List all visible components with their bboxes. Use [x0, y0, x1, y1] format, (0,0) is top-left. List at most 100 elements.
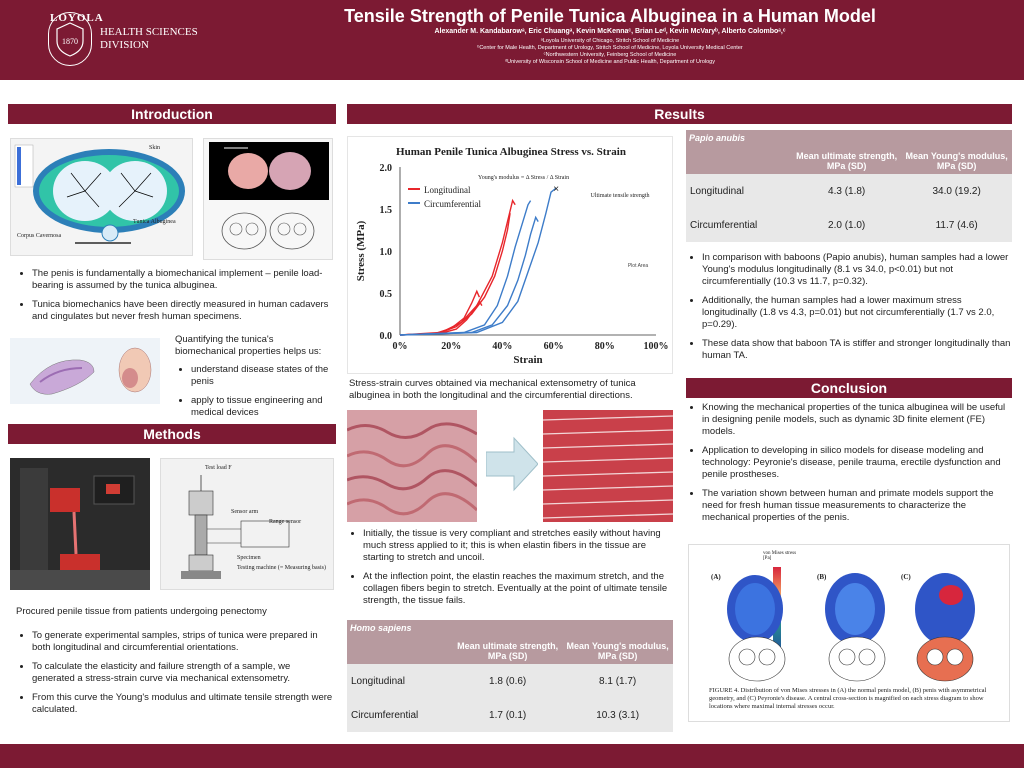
chart-caption: Stress-strain curves obtained via mechan… [349, 378, 636, 401]
stress-strain-chart: Human Penile Tunica Albuginea Stress vs.… [347, 136, 673, 374]
list-item: understand disease states of the penis [191, 364, 335, 388]
introduction-heading: Introduction [8, 104, 336, 124]
results-heading: Results [347, 104, 1012, 124]
label-testing-machine: Testing machine (= Measuring basis) [237, 565, 326, 571]
label-tunica: Tunica Albuginea [133, 219, 176, 225]
x-tick-label: 20% [441, 341, 461, 352]
list-item: From this curve the Young's modulus and … [32, 692, 334, 716]
annotation-plot-area: Plot Area [628, 263, 649, 269]
list-item: Application to developing in silico mode… [702, 445, 1012, 481]
series-line-longitudinal [399, 213, 511, 336]
testing-machine-diagram: Test load F Sensor arm Range sensor Spec… [160, 458, 334, 590]
loyola-seal-icon: 1870 [48, 12, 92, 66]
y-tick-label: 1.0 [380, 247, 393, 258]
list-item: To calculate the elasticity and failure … [32, 661, 334, 685]
x-tick-label: 80% [595, 341, 615, 352]
series-line-circumferential [399, 187, 557, 336]
list-item: The variation shown between human and pr… [702, 488, 1012, 524]
list-item: To generate experimental samples, strips… [32, 630, 334, 654]
x-tick-label: 40% [492, 341, 512, 352]
stress-strain-plot: Human Penile Tunica Albuginea Stress vs.… [355, 146, 669, 366]
table-species: Homo sapiens [347, 620, 453, 664]
list-item: apply to tissue engineering and medical … [191, 395, 335, 419]
intro-bullets: The penis is fundamentally a biomechanic… [16, 268, 334, 330]
x-tick-label: 100% [644, 341, 669, 352]
anatomy-illustration [10, 338, 160, 404]
panel-label: (C) [901, 573, 911, 581]
affiliation: ᶜNorthwestern University, Feinberg Schoo… [543, 52, 677, 58]
svg-text:1870: 1870 [62, 37, 78, 46]
extensometer-photo [10, 458, 150, 590]
affiliation: ᵃLoyola University of Chicago, Stritch S… [540, 38, 680, 44]
list-item: Knowing the mechanical properties of the… [702, 402, 1012, 438]
legend-entry: Longitudinal [424, 185, 471, 195]
label-corpus-cavernosa: Corpus Cavernosa [17, 233, 62, 239]
fe-stress-figure: (A) (B) (C) von Mises stress [Pa] FIGURE… [688, 544, 1010, 722]
panel-label: (B) [817, 573, 827, 581]
label-skin: Skin [149, 145, 161, 151]
conclusion-heading: Conclusion [686, 378, 1012, 398]
label-test-load: Test load F [205, 465, 232, 471]
methods-bullets: To generate experimental samples, strips… [16, 630, 334, 723]
uts-marker: × [553, 184, 559, 195]
table-row: Circumferential 1.7 (0.1) 10.3 (3.1) [347, 698, 673, 732]
y-tick-label: 2.0 [380, 163, 393, 174]
annotation-uts: Ultimate tensile strength [591, 193, 650, 199]
conclusion-bullets: Knowing the mechanical properties of the… [686, 402, 1012, 531]
column-header: Mean ultimate strength, MPa (SD) [453, 620, 563, 664]
list-item: Initially, the tissue is very compliant … [363, 528, 673, 564]
tissue-bullets: Initially, the tissue is very compliant … [347, 528, 673, 614]
column-header: Mean Young's modulus, MPa (SD) [562, 620, 673, 664]
legend-entry: Circumferential [424, 199, 481, 209]
human-table: Homo sapiens Mean ultimate strength, MPa… [347, 620, 673, 732]
chart-title: Human Penile Tunica Albuginea Stress vs.… [396, 146, 626, 158]
series-line-circumferential [399, 215, 539, 336]
methods-lead: Procured penile tissue from patients und… [16, 606, 267, 617]
x-axis-label: Strain [513, 354, 542, 366]
quantifying-block: Quantifying the tunica's biomechanical p… [175, 334, 335, 426]
table-row: Longitudinal 4.3 (1.8) 34.0 (19.2) [686, 174, 1012, 208]
logo-division: HEALTH SCIENCES DIVISION [100, 26, 198, 51]
stress-legend-title: von Mises stress [Pa] [763, 551, 797, 561]
list-item: These data show that baboon TA is stiffe… [702, 338, 1012, 362]
y-axis-label: Stress (MPa) [355, 220, 367, 281]
x-tick-label: 0% [393, 341, 408, 352]
fe-cross-section-figure: Skin Tunica Albuginea Corpus Cavernosa [10, 138, 193, 256]
list-item: The penis is fundamentally a biomechanic… [32, 268, 334, 292]
tissue-histology-after [542, 410, 674, 522]
affiliation: ᵇCenter for Male Health, Department of U… [477, 45, 743, 51]
y-tick-label: 0.5 [380, 289, 393, 300]
label-sensor-arm: Sensor arm [231, 509, 259, 515]
methods-heading: Methods [8, 424, 336, 444]
annotation-youngs-modulus: Young's modulus = Δ Stress / Δ Strain [478, 175, 569, 181]
series-line-circumferential [399, 200, 532, 336]
list-item: In comparison with baboons (Papio anubis… [702, 252, 1012, 288]
loyola-logo: 1870 LOYOLA HEALTH SCIENCES DIVISION [48, 12, 208, 68]
table-row: Longitudinal 1.8 (0.6) 8.1 (1.7) [347, 664, 673, 698]
fe-figure-caption: FIGURE 4. Distribution of von Mises stre… [709, 687, 987, 710]
logo-university: LOYOLA [50, 12, 104, 24]
x-tick-label: 60% [544, 341, 564, 352]
tissue-histology-before [346, 410, 479, 522]
series-line-longitudinal [399, 289, 481, 336]
tissue-photo-figure [203, 138, 333, 260]
table-row: Circumferential 2.0 (1.0) 11.7 (4.6) [686, 208, 1012, 242]
y-tick-label: 1.5 [380, 205, 393, 216]
label-range-sensor: Range sensor [269, 519, 302, 525]
y-tick-label: 0.0 [380, 331, 393, 342]
arrow-right-icon [485, 436, 539, 492]
poster-footer [0, 744, 1024, 768]
column-header: Mean Young's modulus, MPa (SD) [901, 130, 1012, 174]
poster-title: Tensile Strength of Penile Tunica Albugi… [344, 6, 876, 26]
column-header: Mean ultimate strength, MPa (SD) [792, 130, 902, 174]
poster-header: 1870 LOYOLA HEALTH SCIENCES DIVISION Ten… [0, 0, 1024, 80]
label-specimen: Specimen [237, 555, 261, 561]
affiliation: ᵈUniversity of Wisconsin School of Medic… [505, 59, 715, 65]
panel-label: (A) [711, 573, 721, 581]
baboon-table: Papio anubis Mean ultimate strength, MPa… [686, 130, 1012, 242]
table-species: Papio anubis [686, 130, 792, 174]
list-item: At the inflection point, the elastin rea… [363, 571, 673, 607]
quantifying-lead: Quantifying the tunica's biomechanical p… [175, 334, 322, 357]
author-list: Alexander M. Kandabarowᵃ, Eric Chuangᵃ, … [434, 28, 786, 35]
list-item: Tunica biomechanics have been directly m… [32, 299, 334, 323]
